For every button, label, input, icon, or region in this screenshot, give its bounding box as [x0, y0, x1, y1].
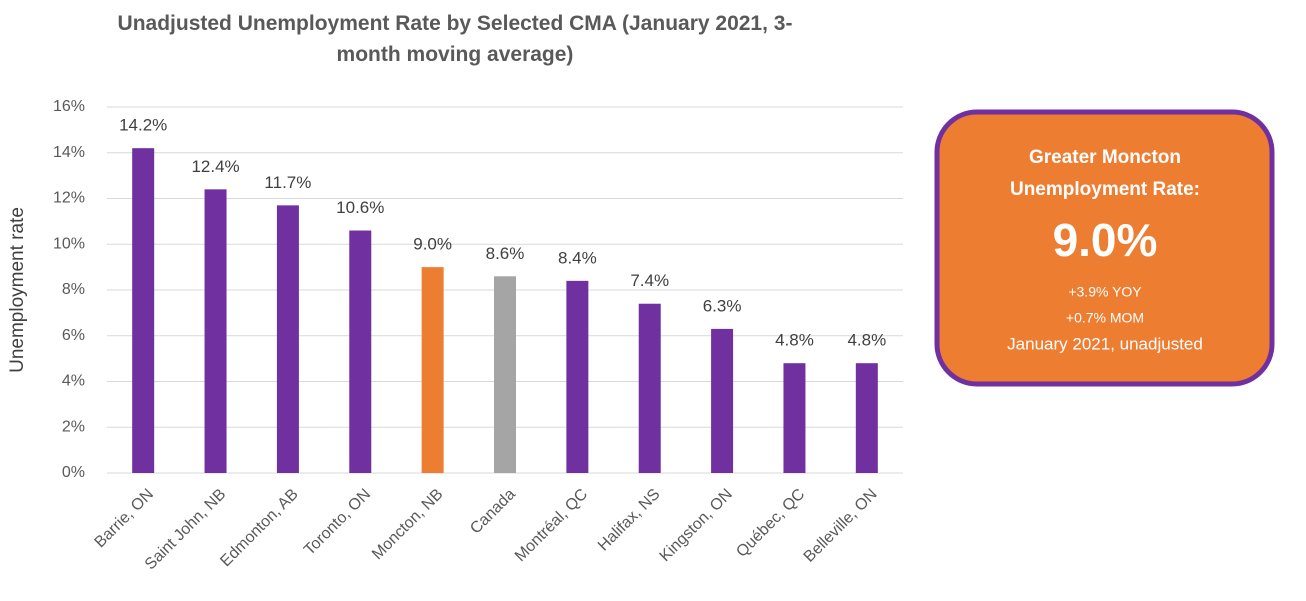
bar	[855, 363, 878, 473]
value-label: 8.4%	[558, 248, 597, 267]
y-tick-label: 10%	[53, 235, 85, 252]
bar	[566, 280, 589, 473]
y-axis-label: Unemployment rate	[7, 207, 28, 373]
value-label: 4.8%	[847, 331, 886, 350]
y-tick-label: 6%	[62, 327, 85, 344]
y-tick-label: 8%	[62, 281, 85, 298]
bar	[204, 189, 227, 473]
bar	[783, 363, 806, 473]
callout-note: January 2021, unadjusted	[1007, 334, 1203, 353]
x-tick-label: Toronto, ON	[301, 486, 374, 559]
callout-heading: Greater Moncton	[1029, 147, 1181, 168]
y-tick-label: 12%	[53, 190, 85, 207]
callout-box	[934, 109, 1275, 387]
y-tick-label: 16%	[53, 98, 85, 115]
value-label: 9.0%	[413, 235, 452, 254]
value-label: 6.3%	[703, 296, 742, 315]
bar	[638, 303, 661, 473]
x-tick-label: Edmonton, AB	[217, 486, 301, 570]
x-tick-label: Canada	[467, 486, 519, 538]
value-label: 8.6%	[486, 244, 525, 263]
y-tick-label: 0%	[62, 464, 85, 481]
value-label: 11.7%	[264, 173, 311, 192]
callout-value: 9.0%	[1053, 214, 1158, 266]
value-label: 12.4%	[191, 157, 239, 176]
x-tick-label: Halifax, NS	[595, 486, 664, 555]
bar	[421, 267, 444, 473]
chart-title: Unadjusted Unemployment Rate by Selected…	[117, 12, 793, 66]
x-tick-label: Moncton, NB	[369, 486, 446, 563]
x-tick-label: Québec, QC	[733, 486, 808, 561]
bar	[349, 230, 372, 473]
value-label: 10.6%	[336, 198, 384, 217]
bar	[276, 205, 299, 474]
bar	[494, 276, 516, 473]
y-tick-label: 4%	[62, 373, 85, 390]
value-label: 14.2%	[119, 116, 167, 135]
y-tick-label: 14%	[53, 144, 85, 161]
y-tick-label: 2%	[62, 418, 85, 435]
value-label: 4.8%	[775, 331, 814, 350]
x-tick-label: Montréal, QC	[512, 486, 591, 565]
callout-note: +3.9% YOY	[1068, 284, 1142, 300]
x-tick-label: Barrie, ON	[92, 486, 157, 551]
x-tick-label: Kingston, ON	[657, 486, 736, 565]
bar	[132, 148, 155, 474]
callout-heading: Unemployment Rate:	[1010, 179, 1200, 200]
bar	[711, 328, 734, 473]
x-tick-label: Belleville, ON	[801, 486, 881, 566]
callout-note: +0.7% MOM	[1066, 310, 1144, 326]
value-label: 7.4%	[630, 271, 669, 290]
